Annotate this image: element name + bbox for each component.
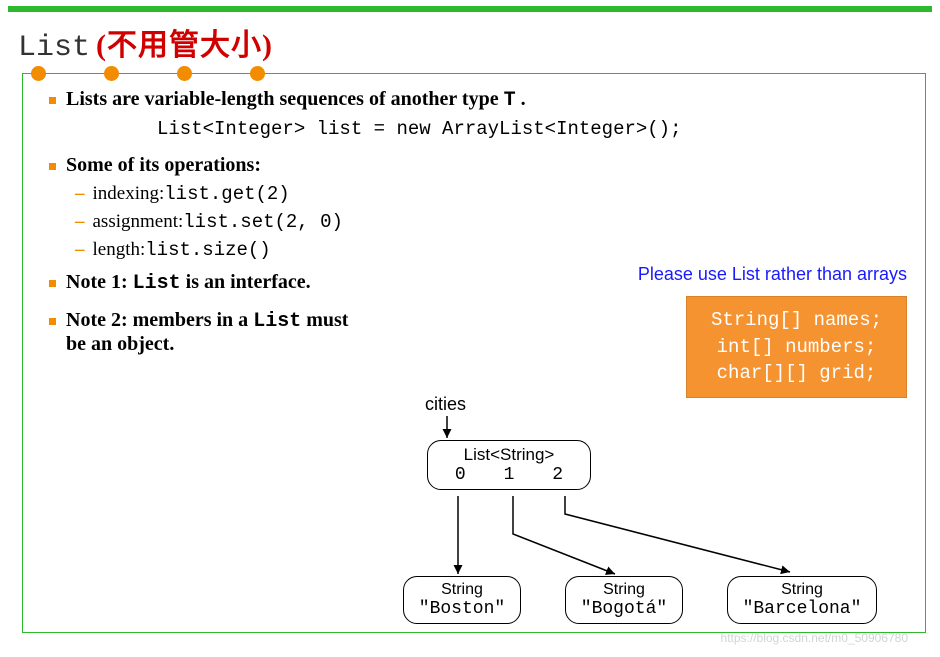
dot-icon <box>177 66 192 81</box>
code-line: int[] numbers; <box>711 334 882 361</box>
tip-text: Please use List rather than arrays <box>638 264 907 285</box>
arrays-example-box: String[] names; int[] numbers; char[][] … <box>686 296 907 398</box>
square-bullet-icon <box>49 97 56 104</box>
text: Note 1: <box>66 271 133 293</box>
string-node: String "Barcelona" <box>727 576 877 624</box>
code-line: String[] names; <box>711 307 882 334</box>
list-node: List<String> 0 1 2 <box>427 440 591 490</box>
dash-bullet-icon: – <box>75 239 85 261</box>
op-code: list.get(2) <box>164 183 289 205</box>
op-code: list.set(2, 0) <box>183 211 343 233</box>
string-node: String "Boston" <box>403 576 521 624</box>
bullet-1-text: Lists are variable-length sequences of a… <box>66 88 526 112</box>
square-bullet-icon <box>49 280 56 287</box>
text: Lists are variable-length sequences of a… <box>66 88 504 110</box>
dash-bullet-icon: – <box>75 211 85 233</box>
op-label: assignment: <box>93 211 184 233</box>
list-item: – assignment: list.set(2, 0) <box>75 211 907 233</box>
list-item: – indexing: list.get(2) <box>75 183 907 205</box>
list-diagram: cities List<String> 0 1 2 String "Boston… <box>385 394 925 634</box>
text: . <box>516 88 526 110</box>
string-node: String "Bogotá" <box>565 576 683 624</box>
decorative-dots <box>31 66 265 81</box>
dash-bullet-icon: – <box>75 183 85 205</box>
watermark: https://blog.csdn.net/m0_50906780 <box>721 631 908 645</box>
bullet-1: Lists are variable-length sequences of a… <box>49 88 907 112</box>
node-type: String <box>566 581 682 599</box>
variable-label: cities <box>425 394 466 415</box>
content-frame: Lists are variable-length sequences of a… <box>22 73 926 633</box>
index: 1 <box>504 465 515 485</box>
dot-icon <box>31 66 46 81</box>
bullet-3-text: Note 1: List is an interface. <box>66 271 311 295</box>
index: 2 <box>552 465 563 485</box>
node-type: String <box>728 581 876 599</box>
node-value: "Barcelona" <box>728 599 876 619</box>
op-code: list.size() <box>145 239 270 261</box>
slide-title: List <box>18 31 90 65</box>
handwritten-annotation: (不用管大小) <box>96 20 273 64</box>
op-label: length: <box>93 239 146 261</box>
list-item: – length: list.size() <box>75 239 907 261</box>
code-line: char[][] grid; <box>711 360 882 387</box>
code: List <box>253 310 301 333</box>
bullet-4-text: Note 2: members in a List must be an obj… <box>66 309 369 356</box>
dot-icon <box>250 66 265 81</box>
bullet-2-text: Some of its operations: <box>66 154 261 177</box>
dot-icon <box>104 66 119 81</box>
text: is an interface. <box>181 271 311 293</box>
title-row: List (不用管大小) <box>0 12 940 65</box>
operations-list: – indexing: list.get(2) – assignment: li… <box>75 183 907 261</box>
text: Note 2: members in a <box>66 309 253 331</box>
code: List <box>133 272 181 295</box>
index: 0 <box>455 465 466 485</box>
node-value: "Bogotá" <box>566 599 682 619</box>
list-type-label: List<String> <box>428 445 590 465</box>
node-type: String <box>404 581 520 599</box>
op-label: indexing: <box>93 183 165 205</box>
list-indices: 0 1 2 <box>428 465 590 485</box>
square-bullet-icon <box>49 318 56 325</box>
type-code: T <box>504 89 516 112</box>
code-example: List<Integer> list = new ArrayList<Integ… <box>157 118 907 140</box>
square-bullet-icon <box>49 163 56 170</box>
node-value: "Boston" <box>404 599 520 619</box>
bullet-4: Note 2: members in a List must be an obj… <box>49 309 369 356</box>
bullet-2: Some of its operations: <box>49 154 907 177</box>
